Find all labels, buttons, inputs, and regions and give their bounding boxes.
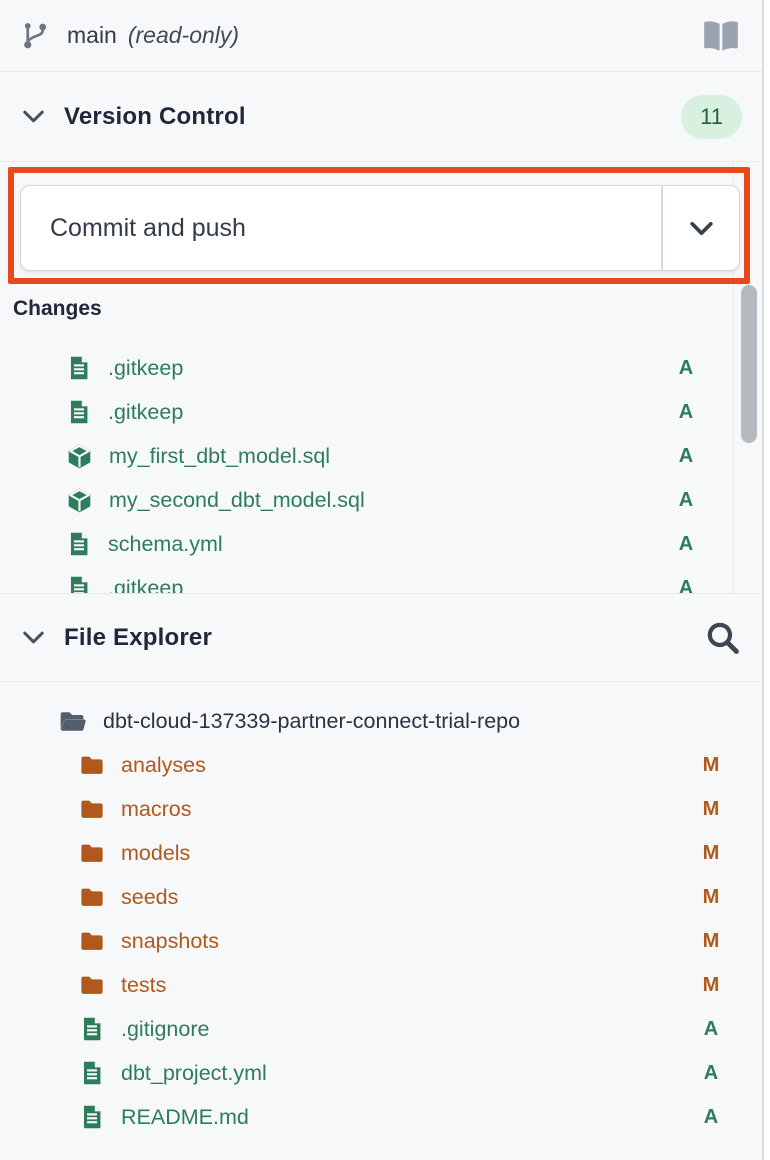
changed-file-row[interactable]: schema.yml A <box>0 522 733 566</box>
changed-file-row[interactable]: .gitkeep A <box>0 346 733 390</box>
file-name: .gitkeep <box>108 575 184 594</box>
file-name: analyses <box>121 752 206 777</box>
tree-folder-row[interactable]: macros M <box>0 787 762 831</box>
git-status-badge: A <box>703 1017 719 1040</box>
file-name: macros <box>121 796 192 821</box>
file-name: models <box>121 840 191 865</box>
changed-file-row[interactable]: my_second_dbt_model.sql A <box>0 478 733 522</box>
file-name: tests <box>121 972 167 997</box>
file-icon <box>79 1104 105 1130</box>
git-status-badge: A <box>703 1061 719 1084</box>
scrollbar-thumb[interactable] <box>741 285 757 443</box>
changed-file-row[interactable]: my_first_dbt_model.sql A <box>0 434 733 478</box>
tree-folder-row[interactable]: analyses M <box>0 743 762 787</box>
git-status-badge: M <box>702 973 720 996</box>
git-status-badge: M <box>702 929 720 952</box>
file-name: seeds <box>121 884 179 909</box>
folder-icon <box>79 884 105 910</box>
chevron-down-icon[interactable] <box>20 624 47 651</box>
explorer-items: analyses M macros M models M seeds M snapsho… <box>0 743 762 1139</box>
branch-name: main <box>67 22 117 48</box>
file-explorer-header[interactable]: File Explorer <box>0 594 762 682</box>
book-icon[interactable] <box>700 15 742 57</box>
file-icon <box>79 1016 105 1042</box>
tree-file-row[interactable]: .gitignore A <box>0 1007 762 1051</box>
changes-count-badge: 11 <box>681 94 742 139</box>
changes-list: .gitkeep A .gitkeep A my_first_dbt_model.s… <box>0 346 733 594</box>
tree-folder-row[interactable]: snapshots M <box>0 919 762 963</box>
folder-icon <box>79 928 105 954</box>
folder-icon <box>79 972 105 998</box>
tree-file-row[interactable]: dbt_project.yml A <box>0 1051 762 1095</box>
file-explorer-tree: dbt-cloud-137339-partner-connect-trial-r… <box>0 682 762 1139</box>
scrollbar-track <box>733 162 762 593</box>
chevron-down-icon <box>685 212 718 245</box>
git-status-badge: M <box>702 753 720 776</box>
folder-open-icon <box>58 707 87 736</box>
file-name: my_first_dbt_model.sql <box>109 443 331 468</box>
git-status-badge: A <box>678 400 694 423</box>
git-status-badge: M <box>702 797 720 820</box>
model-icon <box>66 487 93 514</box>
folder-icon <box>79 840 105 866</box>
git-status-badge: A <box>678 576 694 594</box>
folder-icon <box>79 796 105 822</box>
tree-folder-row[interactable]: tests M <box>0 963 762 1007</box>
file-name: README.md <box>121 1104 249 1129</box>
commit-split-button: Commit and push <box>20 185 740 271</box>
file-icon <box>79 1060 105 1086</box>
file-name: dbt_project.yml <box>121 1060 267 1085</box>
file-name: schema.yml <box>108 531 223 556</box>
file-name: .gitignore <box>121 1016 210 1041</box>
branch-bar: main (read-only) <box>0 0 762 72</box>
branch-mode-label: (read-only) <box>127 22 240 48</box>
tree-file-row[interactable]: README.md A <box>0 1095 762 1139</box>
folder-icon <box>79 752 105 778</box>
commit-options-dropdown[interactable] <box>663 186 739 270</box>
git-status-badge: M <box>702 841 720 864</box>
file-name: snapshots <box>121 928 220 953</box>
git-status-badge: A <box>678 356 694 379</box>
repo-name: dbt-cloud-137339-partner-connect-trial-r… <box>103 708 521 733</box>
changes-label: Changes <box>13 297 102 320</box>
file-icon <box>66 399 92 425</box>
changed-file-row[interactable]: .gitkeep A <box>0 390 733 434</box>
file-name: my_second_dbt_model.sql <box>109 487 365 512</box>
version-control-header[interactable]: Version Control 11 <box>0 72 762 162</box>
section-title-version-control: Version Control <box>64 102 246 130</box>
git-status-badge: A <box>678 532 694 555</box>
file-icon <box>66 355 92 381</box>
file-icon <box>66 531 92 557</box>
changed-file-row[interactable]: .gitkeep A <box>0 566 733 594</box>
tree-folder-row[interactable]: seeds M <box>0 875 762 919</box>
file-name: .gitkeep <box>108 355 184 380</box>
tree-folder-row[interactable]: models M <box>0 831 762 875</box>
file-name: .gitkeep <box>108 399 184 424</box>
git-status-badge: A <box>678 488 694 511</box>
version-control-body: Commit and push Changes .gitkeep A .gitke… <box>0 162 762 594</box>
model-icon <box>66 443 93 470</box>
chevron-down-icon[interactable] <box>20 103 47 130</box>
git-status-badge: A <box>703 1105 719 1128</box>
git-status-badge: A <box>678 444 694 467</box>
search-icon[interactable] <box>703 618 742 657</box>
section-title-file-explorer: File Explorer <box>64 623 212 651</box>
git-branch-icon <box>20 20 51 51</box>
file-icon <box>66 575 92 593</box>
commit-and-push-button[interactable]: Commit and push <box>21 186 663 270</box>
repo-root-row[interactable]: dbt-cloud-137339-partner-connect-trial-r… <box>0 699 762 743</box>
git-status-badge: M <box>702 885 720 908</box>
